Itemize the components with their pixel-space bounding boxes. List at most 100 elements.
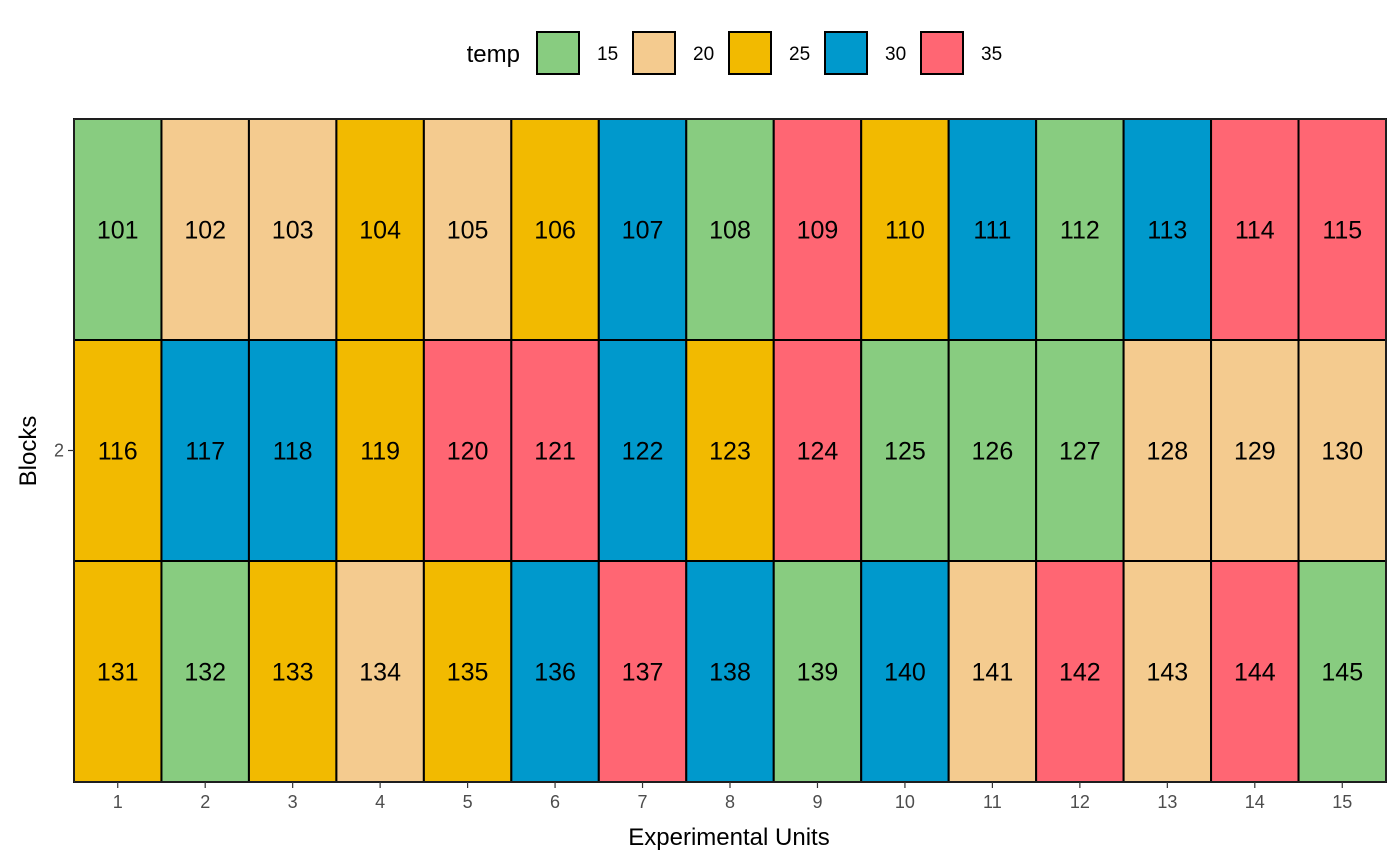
plot-label: 128 [1146, 438, 1188, 466]
plot-label: 140 [884, 659, 926, 687]
plot-label: 105 [447, 217, 489, 245]
plot-label: 117 [185, 438, 225, 466]
plot-label: 145 [1321, 659, 1363, 687]
plot-label: 116 [98, 438, 138, 466]
plot-cell [422, 339, 513, 562]
plot-cells: 101 102 103 104 105 106 107 108 109 110 111 112 113 1… [73, 118, 1387, 783]
plot-label: 104 [359, 217, 401, 245]
x-tick-label: 14 [1245, 792, 1265, 812]
plot-cell [1035, 339, 1125, 562]
plot-label: 110 [885, 217, 925, 245]
legend-label: 30 [885, 44, 906, 65]
plot-label: 109 [797, 217, 839, 245]
x-axis-label: Experimental Units [628, 824, 829, 851]
x-tick-label: 8 [725, 792, 735, 812]
x-tick-label: 2 [200, 792, 210, 812]
plot-label: 121 [534, 438, 576, 466]
plot-label: 106 [534, 217, 576, 245]
plot-label: 144 [1234, 659, 1276, 687]
plot-label: 112 [1060, 217, 1100, 245]
plot-label: 143 [1146, 659, 1188, 687]
plot-label: 138 [709, 659, 751, 687]
plot-cell [335, 339, 425, 562]
legend-label: 35 [981, 44, 1002, 65]
plot-label: 134 [359, 659, 401, 687]
x-tick-label: 15 [1332, 792, 1352, 812]
plot-cell [247, 339, 338, 562]
legend-key [728, 31, 772, 75]
legend-label: 25 [789, 44, 810, 65]
plot-label: 126 [972, 438, 1014, 466]
plot-label: 113 [1147, 217, 1187, 245]
plot-cell [510, 339, 600, 562]
plot-cell [160, 118, 250, 341]
plot-label: 103 [272, 217, 314, 245]
plot-label: 135 [447, 659, 489, 687]
plot-label: 124 [797, 438, 839, 466]
plot-label: 101 [97, 217, 139, 245]
plot-label: 137 [622, 659, 664, 687]
plot-cell [685, 339, 775, 562]
plot-label: 114 [1235, 217, 1275, 245]
x-tick-label: 10 [895, 792, 915, 812]
plot-label: 102 [184, 217, 226, 245]
plot-cell [335, 118, 425, 341]
plot-label: 132 [184, 659, 226, 687]
plot-cell [1035, 560, 1125, 783]
y-tick-label: 2 [54, 441, 64, 461]
plot-label: 130 [1321, 438, 1363, 466]
legend-title: temp [467, 41, 520, 68]
plot-cell [860, 560, 950, 783]
plot-cell [597, 560, 688, 783]
x-tick-label: 7 [638, 792, 648, 812]
plot-cell [1122, 560, 1213, 783]
plot-cell [860, 118, 950, 341]
plot-label: 129 [1234, 438, 1276, 466]
y-axis: 2 [54, 441, 74, 461]
plot-cell [73, 560, 163, 783]
plot-cell [1035, 118, 1125, 341]
plot-cell [685, 118, 775, 341]
plot-label: 107 [622, 217, 664, 245]
x-tick-label: 4 [375, 792, 385, 812]
plot-label: 133 [272, 659, 314, 687]
plot-label: 123 [709, 438, 751, 466]
legend-key [632, 31, 676, 75]
x-axis: 1 2 3 4 5 6 7 8 9 10 11 12 13 14 15 [113, 782, 1352, 812]
x-tick-label: 5 [463, 792, 473, 812]
plot-label: 122 [622, 438, 664, 466]
legend-key [536, 31, 580, 75]
x-tick-label: 3 [288, 792, 298, 812]
plot-label: 108 [709, 217, 751, 245]
plot-label: 141 [972, 659, 1014, 687]
legend: temp 15 20 25 30 35 [467, 31, 1002, 75]
legend-label: 15 [597, 44, 618, 65]
plot-label: 131 [97, 659, 139, 687]
plot-label: 142 [1059, 659, 1101, 687]
legend-key [920, 31, 964, 75]
plot-cell [772, 560, 863, 783]
plot-label: 111 [973, 217, 1011, 245]
plot-cell [510, 560, 600, 783]
plot-cell [1122, 339, 1213, 562]
plot-cell [597, 339, 688, 562]
plot-label: 118 [273, 438, 313, 466]
plot-label: 125 [884, 438, 926, 466]
plot-cell [510, 118, 600, 341]
legend-label: 20 [693, 44, 714, 65]
plot-label: 127 [1059, 438, 1101, 466]
legend-key [824, 31, 868, 75]
y-axis-label: Blocks [15, 416, 42, 487]
plot-cell [160, 339, 250, 562]
plot-label: 115 [1322, 217, 1362, 245]
plot-label: 139 [797, 659, 839, 687]
x-tick-label: 1 [113, 792, 123, 812]
x-tick-label: 6 [550, 792, 560, 812]
x-tick-label: 13 [1157, 792, 1177, 812]
x-tick-label: 9 [812, 792, 822, 812]
x-tick-label: 11 [983, 792, 1002, 812]
plot-label: 120 [447, 438, 489, 466]
plot-cell [73, 118, 163, 341]
plot-cell [1210, 339, 1300, 562]
